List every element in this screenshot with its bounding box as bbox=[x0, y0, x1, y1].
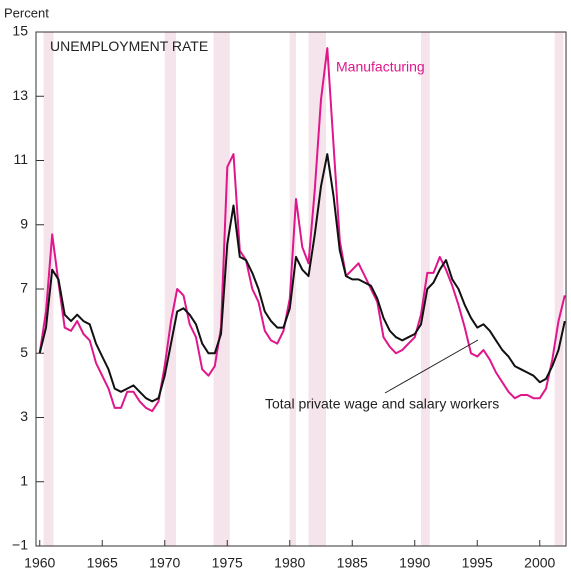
y-tick-label: 13 bbox=[12, 87, 28, 103]
recession-shade bbox=[308, 32, 326, 546]
y-tick-label: 7 bbox=[20, 280, 28, 296]
y-tick-label: −1 bbox=[12, 537, 28, 553]
series-line bbox=[38, 153, 566, 403]
x-tick-label: 1965 bbox=[87, 555, 118, 571]
chart-title: UNEMPLOYMENT RATE bbox=[50, 38, 208, 54]
recession-shade bbox=[164, 32, 176, 546]
x-tick-label: 1980 bbox=[274, 555, 305, 571]
title-text: UNEMPLOYMENT RATE bbox=[50, 38, 208, 54]
y-tick-label: 9 bbox=[20, 215, 28, 231]
y-tick-label: 1 bbox=[20, 472, 28, 488]
y-tick-label: 5 bbox=[20, 344, 28, 360]
x-tick-label: 1995 bbox=[462, 555, 493, 571]
series-annotation: Manufacturing bbox=[336, 59, 425, 75]
y-tick-label: 11 bbox=[13, 151, 28, 167]
x-tick-label: 1960 bbox=[24, 555, 55, 571]
series-line bbox=[38, 47, 566, 413]
y-tick-label: 3 bbox=[20, 408, 28, 424]
annotation-leader bbox=[384, 339, 479, 394]
x-tick-label: 2000 bbox=[524, 555, 555, 571]
x-tick-label: 1990 bbox=[399, 555, 430, 571]
x-tick-label: 1985 bbox=[337, 555, 368, 571]
y-tick-label: 15 bbox=[12, 23, 28, 39]
x-tick-label: 1975 bbox=[212, 555, 243, 571]
x-tick-label: 1970 bbox=[149, 555, 180, 571]
series-annotation: Total private wage and salary workers bbox=[265, 396, 499, 412]
recession-shade bbox=[554, 32, 564, 546]
y-axis-label: Percent bbox=[4, 5, 49, 20]
plot-frame bbox=[35, 31, 567, 547]
